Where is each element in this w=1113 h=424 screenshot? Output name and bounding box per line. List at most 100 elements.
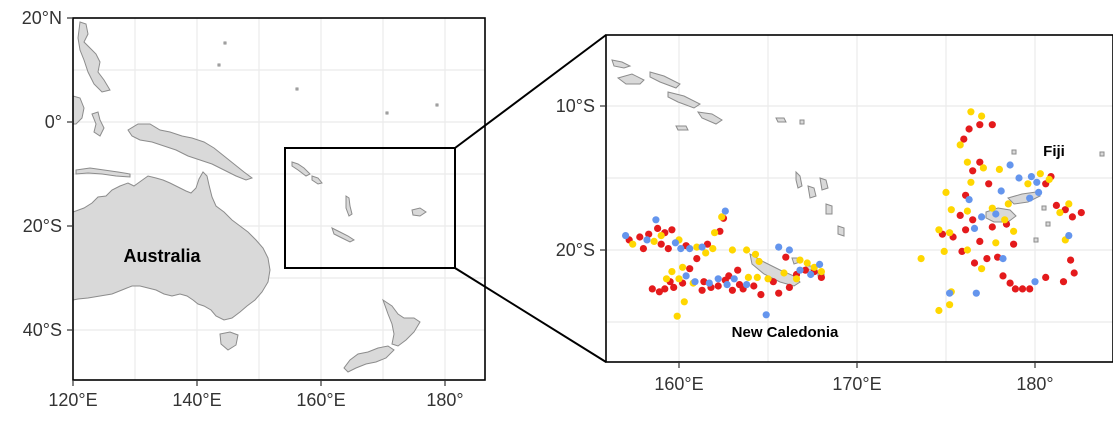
occurrence-point-blue-3 bbox=[671, 239, 680, 247]
occurrence-point-blue-6 bbox=[698, 243, 706, 251]
occurrence-point-blue-25 bbox=[997, 187, 1005, 195]
occurrence-point-red-28 bbox=[750, 282, 758, 290]
occurrence-point-yellow-46 bbox=[1001, 216, 1009, 224]
occurrence-point-red-53 bbox=[958, 247, 966, 255]
occurrence-point-red-41 bbox=[965, 125, 973, 133]
new-zealand-south-island bbox=[343, 345, 395, 373]
occurrence-point-red-68 bbox=[1052, 201, 1060, 209]
inset-landmasses bbox=[611, 59, 1105, 320]
occurrence-point-blue-8 bbox=[691, 278, 699, 286]
occurrence-point-yellow-7 bbox=[668, 268, 676, 276]
overview-lat-label-40s: 40°S bbox=[23, 320, 62, 340]
tasmania-landmass bbox=[219, 331, 239, 351]
occurrence-point-blue-5 bbox=[686, 245, 694, 253]
occurrence-point-yellow-51 bbox=[1056, 209, 1064, 217]
occurrence-point-yellow-2 bbox=[657, 232, 665, 240]
occurrence-point-red-46 bbox=[976, 158, 984, 166]
sulawesi-landmass bbox=[91, 111, 105, 137]
overview-lon-label-180: 180° bbox=[426, 390, 463, 410]
occurrence-point-blue-22 bbox=[970, 224, 979, 232]
occurrence-point-red-58 bbox=[1010, 240, 1018, 248]
occurrence-point-red-55 bbox=[983, 255, 991, 263]
occurrence-point-red-64 bbox=[1026, 285, 1034, 293]
occurrence-point-red-18 bbox=[700, 278, 708, 286]
connector-line-top bbox=[454, 34, 607, 149]
occurrence-point-yellow-12 bbox=[673, 312, 681, 320]
overview-lon-label-120e: 120°E bbox=[48, 390, 97, 410]
occurrence-point-yellow-38 bbox=[963, 207, 972, 215]
occurrence-point-yellow-50 bbox=[1045, 175, 1053, 183]
occurrence-point-yellow-58 bbox=[1004, 200, 1012, 208]
micronesia-islets bbox=[217, 41, 439, 115]
occurrence-point-blue-36 bbox=[999, 255, 1007, 263]
new-zealand-north-island bbox=[382, 298, 421, 347]
occurrence-point-blue-21 bbox=[965, 196, 973, 204]
occurrence-point-yellow-21 bbox=[718, 213, 726, 221]
occurrence-point-yellow-57 bbox=[988, 204, 996, 212]
occurrence-point-yellow-27 bbox=[792, 275, 801, 283]
occurrence-point-blue-16 bbox=[775, 243, 783, 251]
occurrence-point-yellow-25 bbox=[810, 263, 818, 271]
occurrence-point-yellow-0 bbox=[629, 240, 637, 248]
occurrence-point-red-71 bbox=[1077, 209, 1085, 217]
inset-extent-box bbox=[284, 147, 456, 269]
inset-axes: 10°S 20°S 160°E 170°E 180° bbox=[556, 96, 1054, 394]
occurrence-point-yellow-35 bbox=[967, 178, 975, 186]
occurrence-point-yellow-32 bbox=[963, 158, 972, 166]
occurrence-point-yellow-34 bbox=[995, 165, 1004, 173]
occurrence-point-red-48 bbox=[956, 211, 964, 219]
new-guinea-landmass bbox=[127, 123, 254, 181]
occurrence-point-yellow-33 bbox=[979, 164, 988, 172]
occurrence-point-yellow-9 bbox=[675, 275, 683, 283]
occurrence-point-yellow-15 bbox=[743, 246, 751, 254]
occurrence-point-yellow-23 bbox=[796, 256, 804, 264]
occurrence-point-red-13 bbox=[670, 283, 678, 291]
occurrence-point-yellow-20 bbox=[764, 275, 772, 283]
occurrence-point-red-44 bbox=[960, 135, 968, 143]
inset-fiji-vanua-levu bbox=[1007, 191, 1041, 205]
occurrence-point-red-4 bbox=[654, 224, 662, 232]
occurrence-point-blue-12 bbox=[730, 275, 738, 283]
occurrence-point-yellow-48 bbox=[1024, 180, 1032, 188]
occurrence-point-red-7 bbox=[657, 240, 665, 248]
occurrence-point-blue-19 bbox=[807, 270, 815, 279]
new-caledonia-landmass-overview bbox=[331, 227, 355, 243]
occurrence-point-yellow-53 bbox=[935, 306, 943, 315]
occurrence-point-red-30 bbox=[769, 278, 777, 286]
occurrence-point-yellow-29 bbox=[967, 108, 975, 116]
occurrence-point-red-59 bbox=[994, 253, 1002, 261]
occurrence-point-blue-7 bbox=[682, 272, 690, 280]
inset-vanuatu-5 bbox=[837, 225, 845, 237]
occurrence-point-yellow-28 bbox=[780, 269, 788, 277]
occurrence-point-red-51 bbox=[976, 237, 984, 245]
sunda-islands-landmass bbox=[75, 167, 131, 178]
inset-solomon-islands-5 bbox=[696, 111, 723, 125]
connector-line-bottom bbox=[454, 267, 607, 363]
occurrence-point-blue-0 bbox=[622, 232, 630, 240]
occurrence-point-blue-29 bbox=[1035, 188, 1043, 196]
occurrence-point-yellow-4 bbox=[693, 243, 701, 251]
occurrence-point-yellow-39 bbox=[935, 226, 943, 234]
inset-solomon-islands-4 bbox=[667, 91, 701, 109]
occurrence-point-red-40 bbox=[782, 253, 790, 261]
inset-vanuatu-2 bbox=[807, 185, 817, 199]
occurrence-point-red-74 bbox=[985, 180, 993, 188]
occurrence-point-yellow-42 bbox=[917, 255, 925, 263]
occurrence-point-red-24 bbox=[734, 266, 742, 274]
occurrence-point-red-11 bbox=[686, 265, 694, 273]
overview-lon-label-160e: 160°E bbox=[296, 390, 345, 410]
occurrence-point-red-69 bbox=[1061, 206, 1069, 214]
overview-lon-label-140e: 140°E bbox=[172, 390, 221, 410]
occurrence-point-red-61 bbox=[1006, 279, 1014, 287]
occurrence-point-yellow-22 bbox=[711, 229, 719, 237]
overview-axes: 20°N 0° 20°S 40°S 120°E 140°E 160°E 180° bbox=[22, 8, 464, 410]
inset-lat-label-10s: 10°S bbox=[556, 96, 595, 116]
occurrence-point-yellow-1 bbox=[650, 237, 658, 245]
occurrence-point-red-43 bbox=[988, 121, 996, 129]
occurrence-point-red-65 bbox=[1042, 273, 1050, 281]
vanuatu-landmass bbox=[345, 195, 353, 217]
occurrence-point-red-1 bbox=[636, 233, 644, 241]
occurrence-point-blue-20 bbox=[816, 260, 824, 268]
occurrence-point-yellow-17 bbox=[755, 257, 763, 266]
inset-fiji-islets bbox=[1033, 151, 1105, 243]
